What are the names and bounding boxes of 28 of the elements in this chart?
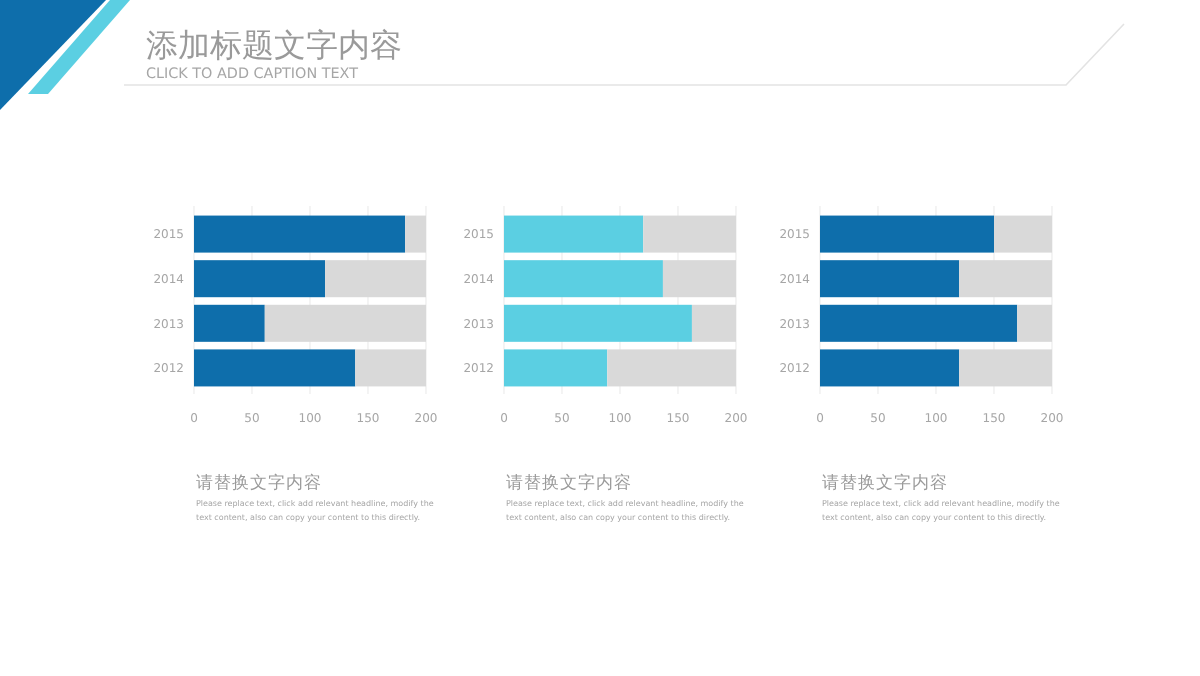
bar [820, 349, 960, 387]
chart-title: 添加标题文字内容 [146, 26, 402, 64]
bar [325, 260, 426, 298]
bar [504, 215, 644, 253]
bar [264, 304, 426, 342]
bar [607, 349, 736, 387]
text: 请替换文字内容 [506, 472, 632, 494]
bar [994, 215, 1052, 253]
bar [355, 349, 426, 387]
bar [959, 260, 1052, 298]
bar [1017, 304, 1052, 342]
bar [820, 215, 994, 253]
bar [504, 304, 692, 342]
bar [643, 215, 736, 253]
bar [194, 215, 406, 253]
bar [820, 304, 1018, 342]
bar [691, 304, 736, 342]
bar [504, 349, 608, 387]
bar [662, 260, 736, 298]
bar [504, 260, 663, 298]
bar [194, 260, 326, 298]
bar [194, 349, 356, 387]
bar [959, 349, 1052, 387]
bar [194, 304, 265, 342]
bar [405, 215, 426, 253]
bar [820, 260, 960, 298]
text: 请替换文字内容 [196, 472, 322, 494]
text: 请替换文字内容 [822, 472, 948, 494]
